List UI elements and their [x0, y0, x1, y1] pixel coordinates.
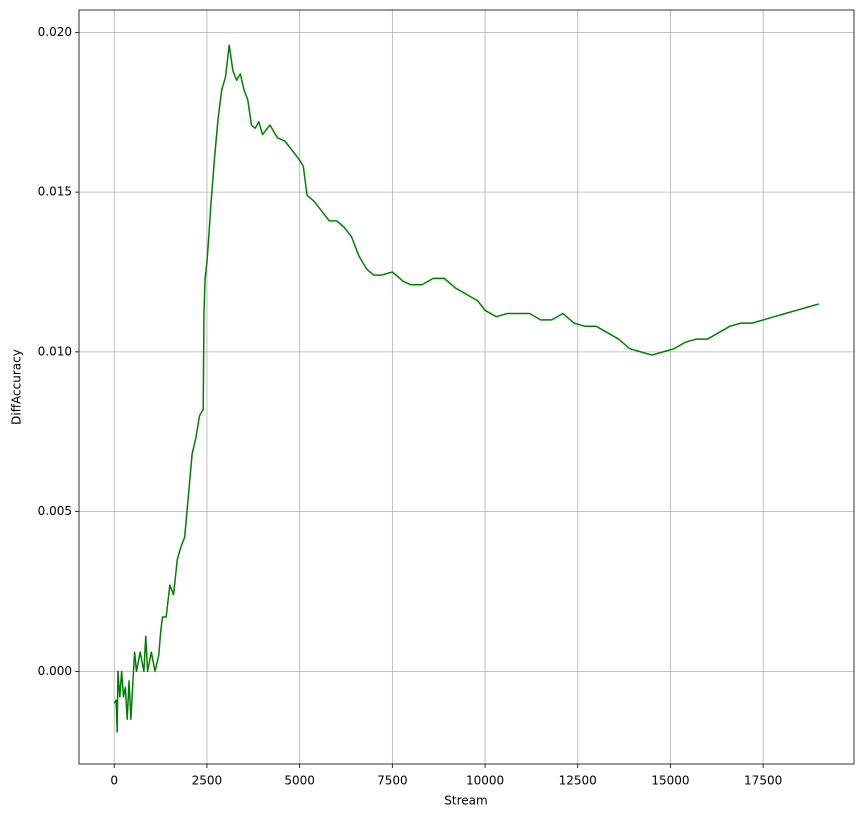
x-axis-label: Stream: [444, 794, 487, 808]
y-tick-label: 0.020: [38, 25, 72, 39]
x-tick-label: 0: [110, 774, 118, 788]
x-tick-label: 7500: [377, 774, 408, 788]
plot-frame: [78, 9, 855, 765]
x-tick-label: 2500: [192, 774, 223, 788]
y-axis-label: DiffAccuracy: [10, 349, 24, 425]
y-tick-label: 0.010: [38, 344, 72, 358]
x-tick-label: 12500: [559, 774, 597, 788]
x-tick-label: 5000: [284, 774, 315, 788]
y-tick-label: 0.000: [38, 664, 72, 678]
x-tick-label: 10000: [466, 774, 504, 788]
y-tick-label: 0.005: [38, 504, 72, 518]
data-line: [113, 44, 819, 733]
x-tick-label: 15000: [651, 774, 689, 788]
x-tick-label: 17500: [744, 774, 782, 788]
y-tick-label: 0.015: [38, 185, 72, 199]
